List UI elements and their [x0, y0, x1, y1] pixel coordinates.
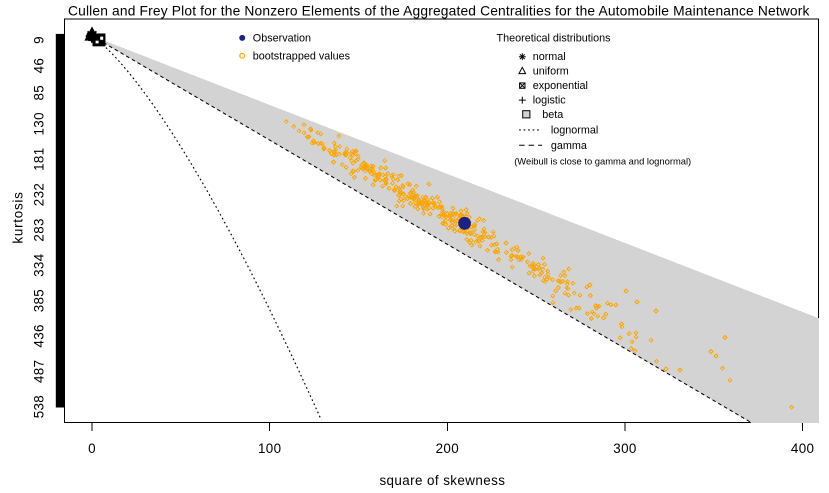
svg-text:538: 538 — [32, 395, 47, 418]
svg-text:bootstrapped values: bootstrapped values — [253, 50, 351, 62]
svg-text:Observation: Observation — [253, 32, 311, 44]
svg-text:(Weibull is close to gamma and: (Weibull is close to gamma and lognormal… — [514, 156, 691, 167]
svg-text:Theoretical distributions: Theoretical distributions — [497, 32, 612, 44]
svg-text:436: 436 — [32, 324, 47, 347]
svg-text:85: 85 — [32, 85, 47, 101]
svg-text:130: 130 — [32, 112, 47, 135]
svg-text:uniform: uniform — [533, 65, 569, 77]
svg-text:46: 46 — [32, 58, 47, 74]
svg-text:gamma: gamma — [551, 140, 587, 152]
svg-text:334: 334 — [32, 253, 47, 277]
svg-text:beta: beta — [542, 109, 563, 121]
svg-text:exponential: exponential — [533, 80, 588, 92]
svg-text:200: 200 — [436, 441, 459, 456]
svg-text:283: 283 — [32, 218, 47, 241]
svg-text:100: 100 — [258, 441, 281, 456]
svg-text:9: 9 — [32, 36, 47, 44]
svg-text:square of skewness: square of skewness — [379, 473, 505, 488]
svg-text:0: 0 — [88, 441, 96, 456]
svg-text:logistic: logistic — [533, 95, 567, 107]
svg-text:181: 181 — [32, 147, 47, 170]
svg-text:487: 487 — [32, 360, 47, 383]
svg-text:kurtosis: kurtosis — [11, 191, 26, 243]
svg-text:400: 400 — [791, 441, 814, 456]
svg-text:lognormal: lognormal — [551, 124, 598, 136]
svg-text:normal: normal — [533, 51, 566, 63]
svg-text:300: 300 — [613, 441, 636, 456]
svg-text:385: 385 — [32, 289, 47, 312]
svg-text:Cullen and Frey Plot for the N: Cullen and Frey Plot for the Nonzero Ele… — [68, 4, 810, 19]
svg-text:232: 232 — [32, 183, 47, 206]
